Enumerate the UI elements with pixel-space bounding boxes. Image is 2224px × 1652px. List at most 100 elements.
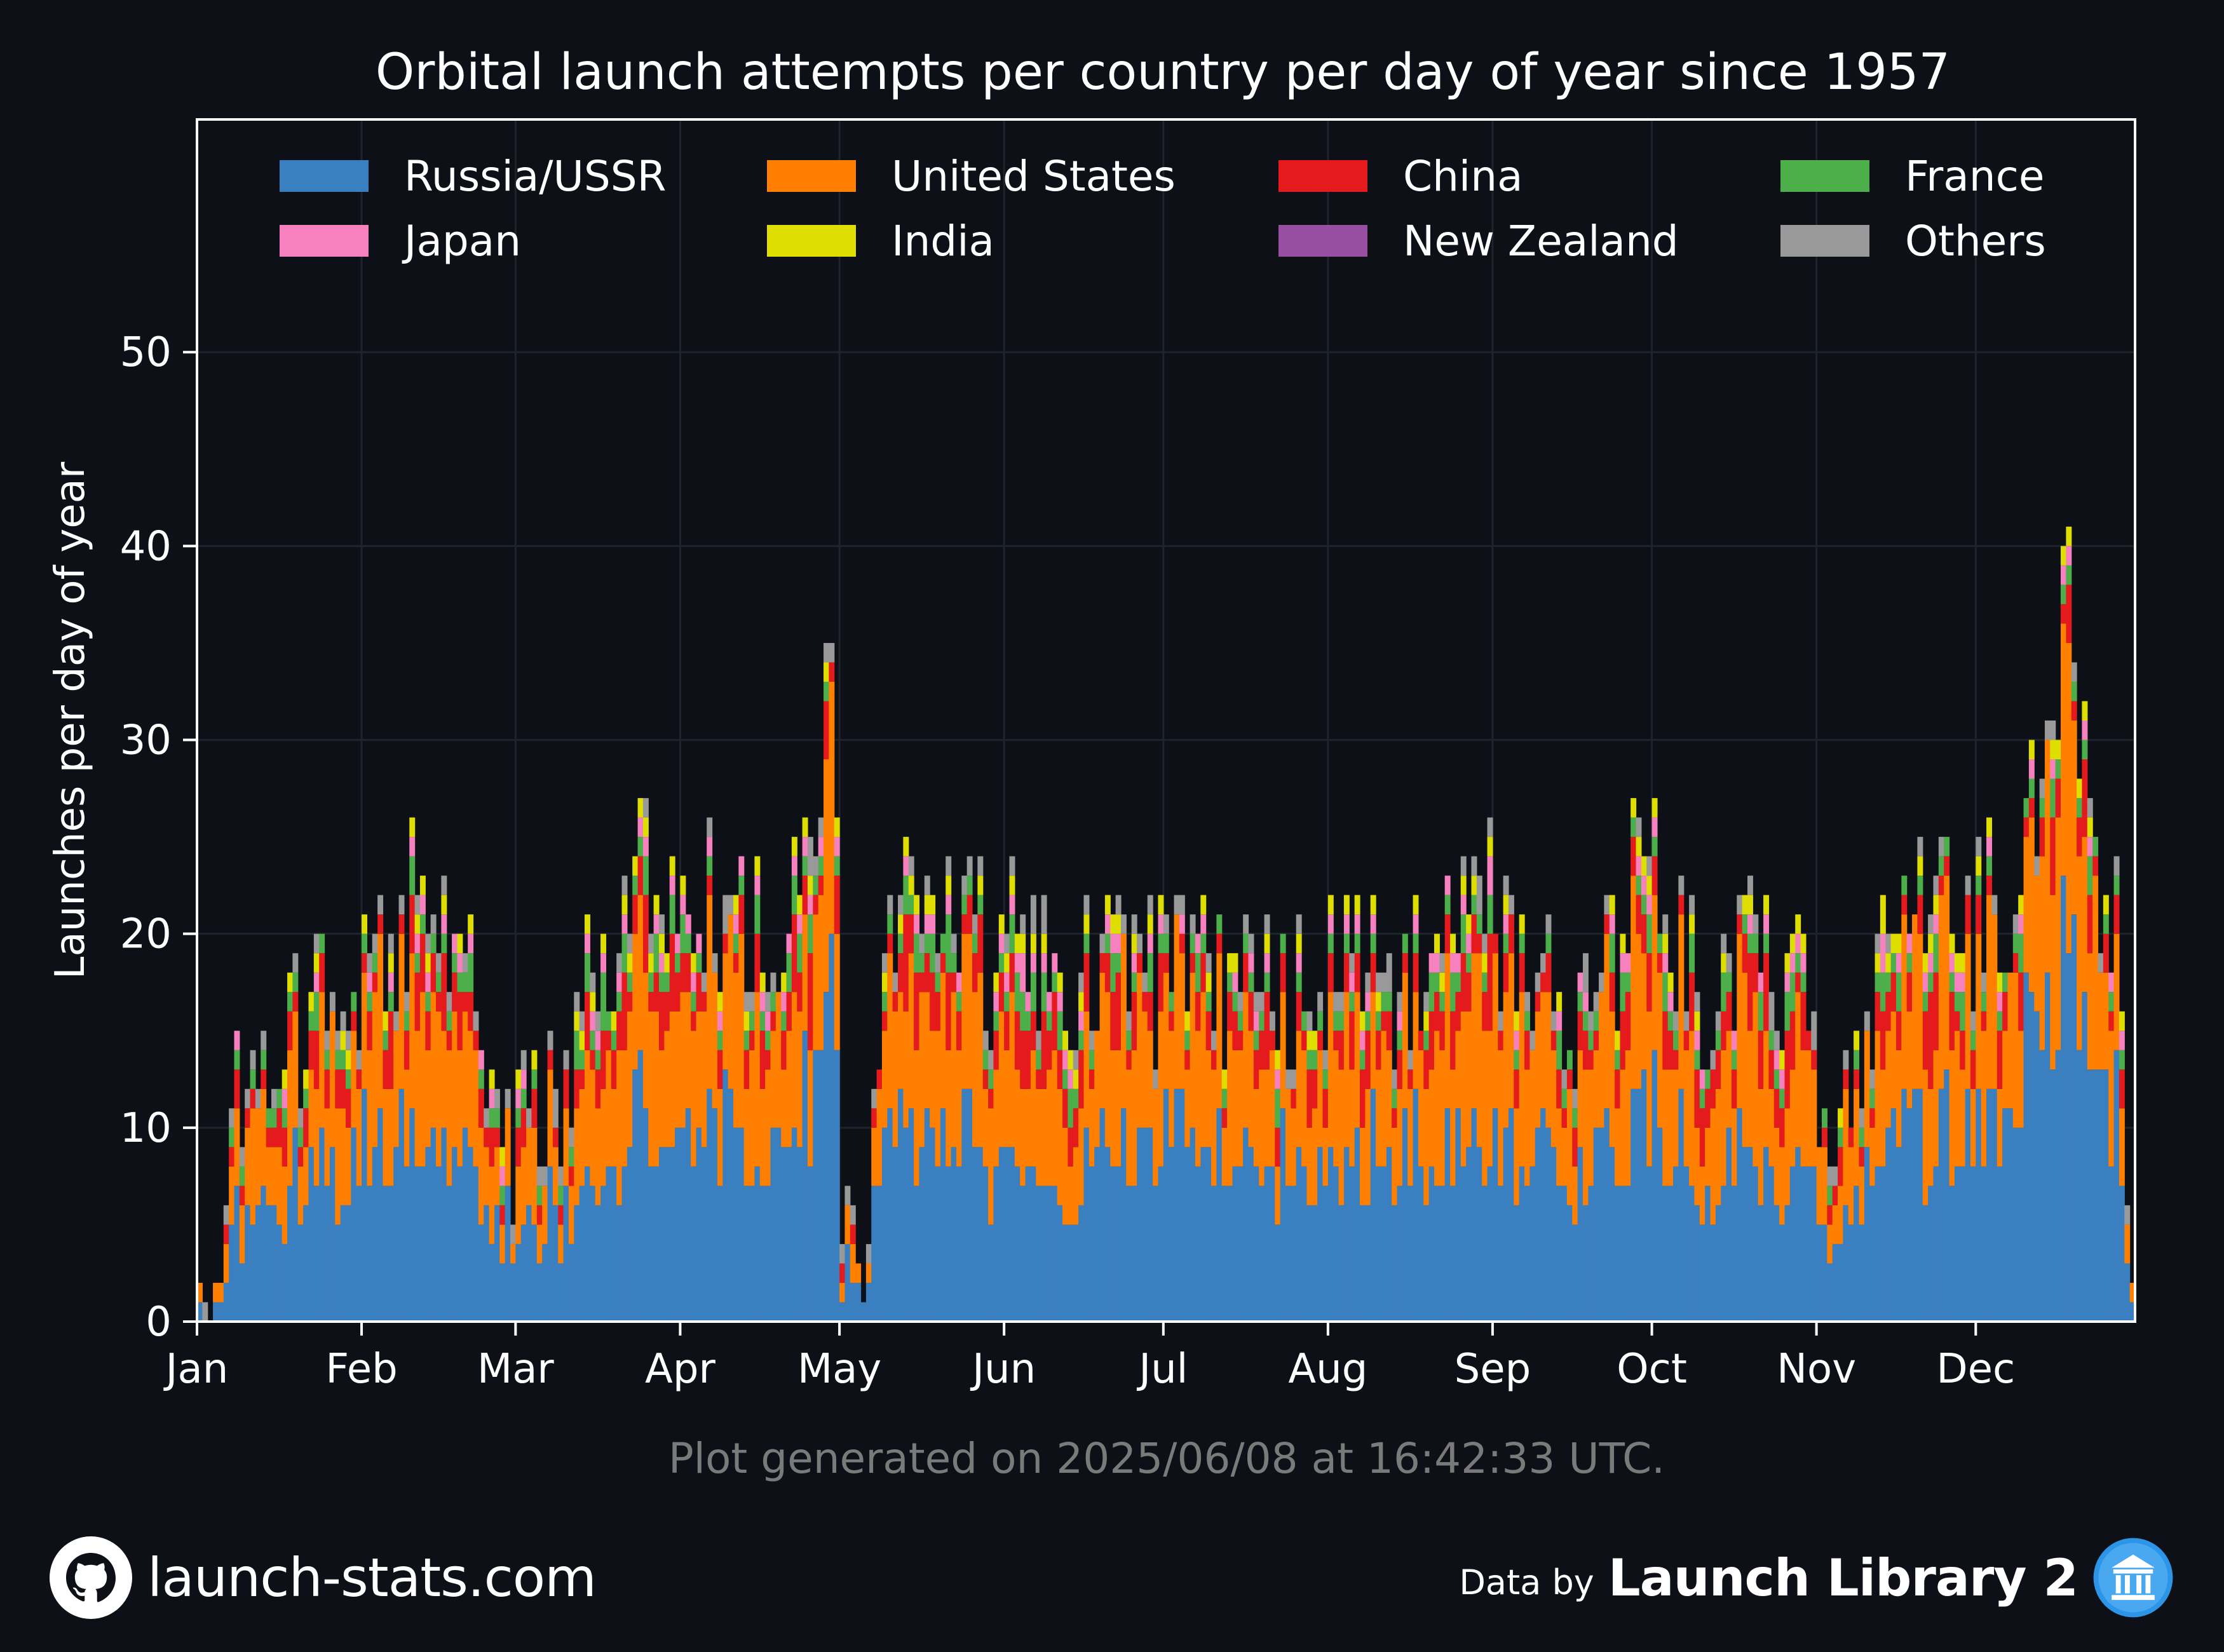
bar-segment-united-states <box>1248 1031 1254 1148</box>
bar-segment-united-states <box>743 1088 750 1186</box>
bar-segment-russia-ussr <box>1434 1186 1440 1322</box>
bar-segment-others <box>552 1088 559 1128</box>
bar-segment-china <box>696 972 702 1012</box>
bar-segment-united-states <box>1577 1050 1583 1148</box>
bar-segment-united-states <box>2077 856 2083 1050</box>
bar-segment-india <box>1519 914 1525 934</box>
bar-segment-russia-ussr <box>2039 1050 2045 1322</box>
bar-segment-united-states <box>1184 1069 1191 1148</box>
bar-segment-russia-ussr <box>1269 1166 1275 1322</box>
bar-segment-united-states <box>1864 1031 1870 1148</box>
bar-segment-china <box>1009 953 1015 992</box>
bar-segment-others <box>1211 1031 1217 1050</box>
bar-segment-france <box>1615 1050 1621 1070</box>
site-link[interactable]: launch-stats.com <box>147 1547 597 1609</box>
bar-segment-france <box>1296 972 1302 992</box>
bar-segment-russia-ussr <box>616 1205 623 1322</box>
bar-segment-japan <box>658 953 665 973</box>
bar-segment-japan <box>590 1011 596 1031</box>
bar-segment-france <box>1726 972 1732 992</box>
site-branding[interactable]: launch-stats.com <box>50 1536 597 1619</box>
bar-segment-china <box>2071 701 2077 721</box>
bar-segment-france <box>2119 1050 2125 1070</box>
bar-segment-china <box>1471 914 1477 954</box>
bar-segment-japan <box>425 972 431 992</box>
bar-segment-others <box>1078 972 1085 992</box>
bar-segment-others <box>2113 856 2120 876</box>
bar-segment-russia-ussr <box>791 1127 797 1322</box>
bar-segment-united-states <box>850 1243 856 1283</box>
bar-segment-russia-ussr <box>1492 1108 1498 1322</box>
bar-segment-china <box>2023 817 2030 837</box>
bar-segment-india <box>1997 972 2003 992</box>
bar-segment-india <box>1933 895 1939 915</box>
bar-segment-china <box>1078 1050 1085 1109</box>
bar-segment-others <box>1933 876 1939 895</box>
legend-item-france: France <box>1780 152 2044 201</box>
bar-segment-united-states <box>197 1282 203 1303</box>
bar-segment-russia-ussr <box>1333 1166 1339 1322</box>
bar-segment-france <box>1482 972 1488 992</box>
bar-segment-united-states <box>881 1031 888 1128</box>
bar-segment-france <box>489 1108 495 1128</box>
bar-segment-russia-ussr <box>839 1302 846 1322</box>
bar-segment-china <box>1110 992 1116 1050</box>
bar-segment-india <box>303 1069 309 1089</box>
bar-segment-united-states <box>1912 914 1918 1089</box>
bar-segment-china <box>287 1011 294 1050</box>
bar-segment-united-states <box>446 1050 452 1186</box>
bar-segment-japan <box>2119 1031 2125 1050</box>
bar-segment-china <box>611 1050 617 1089</box>
bar-segment-united-states <box>1259 1069 1265 1186</box>
bar-segment-france <box>1986 856 1992 876</box>
bar-segment-united-states <box>972 992 978 1148</box>
bar-segment-india <box>1057 972 1063 992</box>
legend: Russia/USSR United States China FranceJapan… <box>280 152 2046 266</box>
bar-segment-russia-ussr <box>1566 1205 1573 1322</box>
bar-segment-india <box>669 856 675 876</box>
bar-segment-france <box>1646 914 1653 954</box>
bar-segment-china <box>988 1088 994 1109</box>
bar-segment-china <box>1981 1011 1987 1031</box>
bar-segment-russia-ussr <box>1423 1205 1430 1322</box>
bar-segment-china <box>1906 972 1913 1012</box>
bar-segment-russia-ussr <box>1864 1147 1870 1322</box>
bar-segment-japan <box>1025 992 1031 1012</box>
bar-segment-china <box>552 1127 559 1148</box>
bar-segment-russia-ussr <box>956 1166 962 1322</box>
bar-segment-russia-ussr <box>2002 1108 2009 1322</box>
bar-segment-united-states <box>2055 817 2061 1050</box>
legend-swatch <box>1780 225 1869 257</box>
bar-segment-china <box>1556 1069 1563 1109</box>
bar-segment-others <box>1636 817 1642 837</box>
bar-segment-united-states <box>436 1011 442 1167</box>
bar-segment-japan <box>1620 953 1626 973</box>
bar-segment-france <box>574 1031 580 1070</box>
bar-segment-france <box>351 992 357 1012</box>
legend-item-india: India <box>767 217 994 266</box>
bar-segment-china <box>966 895 973 934</box>
bar-segment-china <box>982 1069 989 1089</box>
bar-segment-india <box>977 876 984 895</box>
bar-segment-china <box>1099 953 1106 973</box>
bar-segment-united-states <box>1970 1088 1976 1167</box>
bar-segment-russia-ussr <box>1646 1166 1653 1322</box>
bar-segment-russia-ussr <box>1651 1050 1658 1322</box>
bar-segment-united-states <box>261 1088 267 1186</box>
bar-segment-others <box>1073 1050 1079 1070</box>
bar-segment-china <box>308 1031 315 1070</box>
bar-segment-france <box>2012 933 2019 954</box>
bar-segment-united-states <box>2012 972 2019 1128</box>
bar-segment-others <box>1768 992 1775 1031</box>
bar-segment-united-states <box>982 1088 989 1167</box>
bar-segment-china <box>1291 1088 1297 1109</box>
bar-segment-china <box>1381 1011 1387 1031</box>
bar-segment-france <box>632 876 639 895</box>
bar-segment-russia-ussr <box>600 1186 607 1322</box>
y-tick-label: 10 <box>120 1105 172 1152</box>
bar-segment-india <box>1376 992 1382 1012</box>
bar-segment-united-states <box>1296 1031 1302 1148</box>
bar-segment-russia-ussr <box>1088 1166 1095 1322</box>
bar-segment-france <box>898 933 904 954</box>
bar-segment-others <box>1471 856 1477 876</box>
